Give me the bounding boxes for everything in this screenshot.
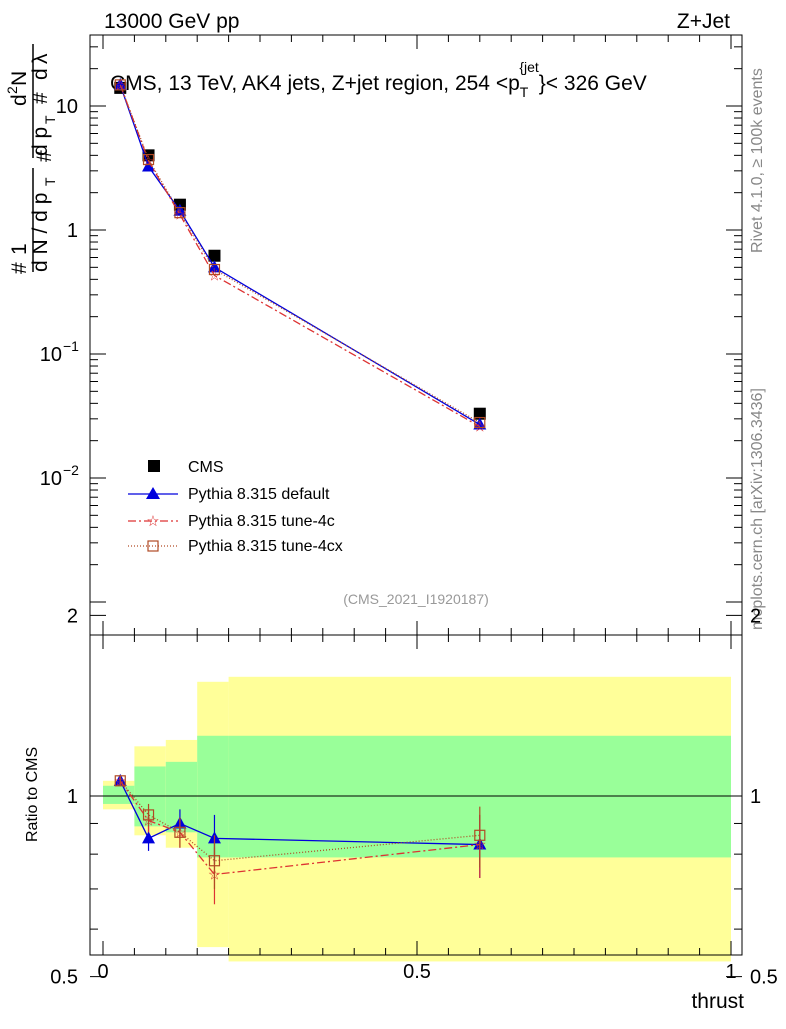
legend-label-default: Pythia 8.315 default	[188, 486, 330, 503]
main-point-2-3: ☆	[208, 267, 221, 284]
svg-text:λ: λ	[29, 53, 52, 64]
energy-label: 13000 GeV pp	[104, 10, 239, 33]
legend-label-tune-4c: Pythia 8.315 tune-4c	[188, 513, 335, 530]
process-label: Z+Jet	[677, 10, 730, 33]
main-point-1-3	[207, 260, 221, 273]
main-point-3-1	[142, 153, 155, 166]
main-point-3-2	[174, 207, 186, 219]
main-point-1-4	[473, 417, 487, 430]
main-y-tick-exponent: −1	[63, 338, 79, 354]
legend: CMS Pythia 8.315 default ☆ Pythia 8.315 …	[128, 459, 343, 555]
ratio-panel-frame	[89, 634, 743, 956]
plot-title-sub: T	[520, 84, 529, 100]
ratio-point-3-2	[174, 826, 186, 838]
plot-title-sup: {jet	[519, 59, 539, 75]
legend-entry-cms: CMS	[148, 459, 224, 476]
main-line-1	[119, 84, 481, 426]
svg-text:d N / d p: d N / d p	[29, 193, 52, 272]
svg-text:d: d	[8, 94, 31, 106]
legend-marker-cms	[148, 460, 160, 472]
legend-marker-default	[146, 487, 160, 499]
main-series-layer: ☆☆☆☆☆	[114, 77, 487, 436]
ratio-axis-ticks: 0 0.5 1 0.5 0.5 1 1 2 2	[50, 605, 778, 989]
svg-text:d p: d p	[29, 127, 52, 156]
ratio-bands	[103, 676, 731, 962]
main-point-3-0	[114, 79, 126, 91]
x-axis-label: thrust	[691, 990, 744, 1013]
svg-text:T: T	[42, 115, 58, 124]
legend-entry-default: Pythia 8.315 default	[128, 486, 330, 503]
main-y-tick-exponent: −2	[63, 462, 79, 478]
main-y-tick-label: 10	[40, 468, 62, 490]
ratio-y-tick-label: 0.5	[50, 967, 78, 989]
main-y-axis-label: # 1 d N / d p T # d 2 N d p T # d λ	[4, 44, 58, 274]
legend-entry-tune-4cx: Pythia 8.315 tune-4cx	[128, 538, 343, 555]
main-line-2	[119, 84, 481, 428]
main-line-3	[119, 84, 481, 424]
legend-entry-tune-4c: ☆ Pythia 8.315 tune-4c	[128, 513, 335, 530]
svg-text:#: #	[8, 262, 31, 274]
ratio-y-axis-label: Ratio to CMS	[24, 747, 41, 842]
main-point-1-1	[142, 159, 156, 172]
legend-label-tune-4cx: Pythia 8.315 tune-4cx	[188, 538, 343, 555]
svg-text:#: #	[29, 92, 52, 104]
ratio-point-3-3	[208, 855, 221, 867]
ratio-y-tick-label-right: 1	[750, 786, 761, 808]
plot-title-main: CMS, 13 TeV, AK4 jets, Z+jet region, 254…	[110, 72, 520, 95]
main-y-tick-label: 10	[40, 344, 62, 366]
ratio-point-3-4	[474, 829, 486, 841]
main-axis-ticks: 10−210−1110102	[40, 35, 742, 635]
plot-title: CMS, 13 TeV, AK4 jets, Z+jet region, 254…	[110, 59, 647, 100]
main-y-tick-label: 10	[56, 96, 78, 118]
main-point-2-2: ☆	[173, 207, 186, 224]
legend-label-cms: CMS	[188, 459, 224, 476]
svg-text:2: 2	[4, 86, 20, 94]
main-point-0-3	[208, 249, 221, 262]
main-point-2-1: ☆	[142, 153, 155, 170]
ratio-series-layer: ☆☆☆☆☆	[114, 773, 487, 905]
ratio-line-3	[119, 780, 480, 862]
main-point-1-2	[173, 203, 187, 216]
x-tick-label: 0	[97, 961, 108, 983]
legend-marker-tune-4c: ☆	[146, 513, 159, 530]
mcplots-label: mcplots.cern.ch [arXiv:1306.3436]	[749, 388, 766, 630]
svg-text:T: T	[42, 177, 58, 186]
x-tick-label: 1	[725, 961, 736, 983]
ratio-point-3-1	[142, 809, 155, 821]
main-point-1-0	[113, 77, 127, 90]
main-point-0-4	[473, 407, 486, 420]
legend-marker-tune-4cx	[147, 540, 159, 552]
svg-text:#: #	[33, 150, 56, 162]
main-y-tick-label: 1	[67, 220, 78, 242]
ratio-point-1-1	[142, 831, 156, 844]
svg-text:d: d	[29, 68, 52, 80]
ratio-y-tick-label-right: 2	[750, 605, 761, 627]
rivet-label: Rivet 4.1.0, ≥ 100k events	[749, 68, 766, 253]
svg-text:1: 1	[8, 243, 31, 255]
ratio-y-tick-label: 1	[67, 786, 78, 808]
ratio-y-tick-label-right: 0.5	[750, 967, 778, 989]
main-point-3-4	[474, 416, 486, 429]
ratio-y-tick-label: 2	[67, 605, 78, 627]
x-tick-label: 0.5	[403, 961, 431, 983]
svg-text:N: N	[8, 71, 31, 86]
analysis-id: (CMS_2021_I1920187)	[343, 591, 489, 607]
main-point-3-3	[208, 263, 221, 276]
ratio-point-3-0	[114, 775, 126, 787]
plot-title-tail: }< 326 GeV	[539, 72, 647, 95]
